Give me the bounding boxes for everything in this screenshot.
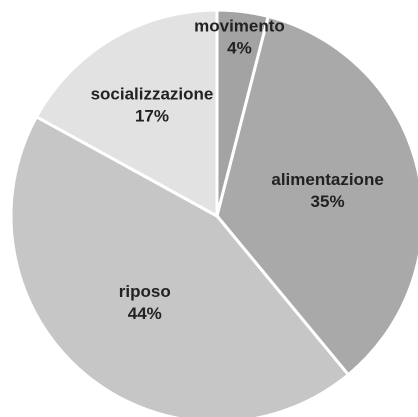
slice-label-alimentazione: alimentazione: [271, 170, 383, 189]
labels-layer: movimento 4% alimentazione 35% riposo 44% soci…: [91, 17, 384, 323]
slice-label-riposo: riposo: [119, 282, 171, 301]
slice-value-alimentazione: 35%: [311, 192, 345, 211]
slice-value-movimento: 4%: [227, 39, 252, 58]
slice-label-socializzazione: socializzazione: [91, 85, 214, 104]
slice-value-riposo: 44%: [128, 304, 162, 323]
pie-slice-riposo: [9, 115, 350, 417]
slice-label-movimento: movimento: [194, 17, 285, 36]
pie-slice-socializzazione: [34, 8, 219, 218]
slice-value-socializzazione: 17%: [135, 107, 169, 126]
pie-slice-alimentazione: [215, 14, 418, 377]
slices-layer: [9, 8, 418, 417]
